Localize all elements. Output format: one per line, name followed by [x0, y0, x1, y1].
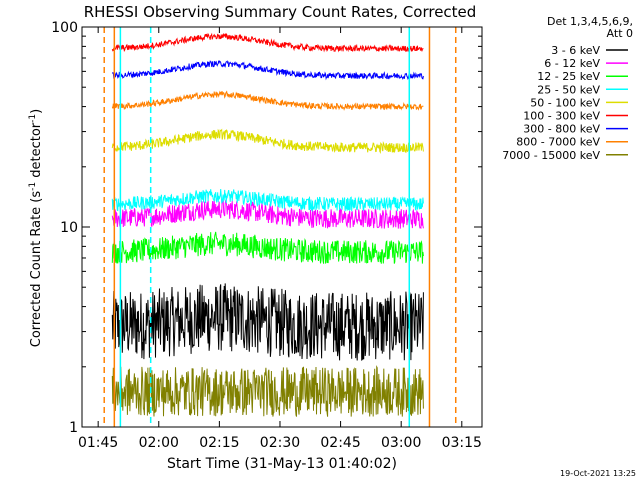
legend-label-0: 3 - 6 keV	[551, 44, 600, 57]
series-line-5	[111, 32, 424, 53]
legend-label-2: 12 - 25 keV	[537, 70, 600, 83]
series-layer	[111, 32, 424, 417]
x-tick-label-0: 01:45	[78, 435, 118, 451]
legend-label-8: 7000 - 15000 keV	[502, 149, 600, 162]
x-axis-label: Start Time (31-May-13 01:40:02)	[167, 456, 397, 472]
legend-header-1: Det 1,3,4,5,6,9,	[547, 15, 633, 28]
y-tick-label-0: 1	[69, 420, 78, 436]
legend-label-6: 300 - 800 keV	[523, 123, 600, 136]
series-line-2	[111, 231, 424, 264]
series-line-0	[111, 283, 424, 361]
y-axis-ticks: 1 10 100	[51, 20, 482, 436]
x-tick-label-6: 03:15	[442, 435, 482, 451]
legend-label-7: 800 - 7000 keV	[516, 136, 600, 149]
footer-date: 19-Oct-2021 13:25	[560, 469, 636, 478]
vertical-markers	[103, 27, 457, 427]
legend-label-1: 6 - 12 keV	[544, 57, 600, 70]
chart-title: RHESSI Observing Summary Count Rates, Co…	[84, 3, 477, 21]
series-line-4	[111, 128, 424, 154]
legend-header-2: Att 0	[607, 27, 633, 40]
y-tick-label-1: 10	[60, 220, 78, 236]
x-tick-label-1: 02:00	[139, 435, 179, 451]
series-line-6	[111, 60, 424, 81]
y-tick-label-2: 100	[51, 20, 78, 36]
series-line-7	[111, 90, 424, 111]
x-tick-label-4: 02:45	[320, 435, 360, 451]
x-tick-label-3: 02:30	[260, 435, 300, 451]
y-axis-label: Corrected Count Rate (s-1 detector-1)	[28, 109, 44, 347]
legend-label-3: 25 - 50 keV	[537, 83, 600, 96]
series-line-3	[111, 188, 424, 213]
series-line-1	[111, 199, 424, 230]
legend-label-5: 100 - 300 keV	[523, 110, 600, 123]
series-line-8	[111, 365, 424, 417]
x-tick-label-2: 02:15	[199, 435, 239, 451]
x-axis-ticks: 01:45 02:00 02:15 02:30 02:45 03:00 03:15	[78, 27, 482, 451]
legend-label-4: 50 - 100 keV	[530, 96, 600, 109]
x-tick-label-5: 03:00	[381, 435, 421, 451]
